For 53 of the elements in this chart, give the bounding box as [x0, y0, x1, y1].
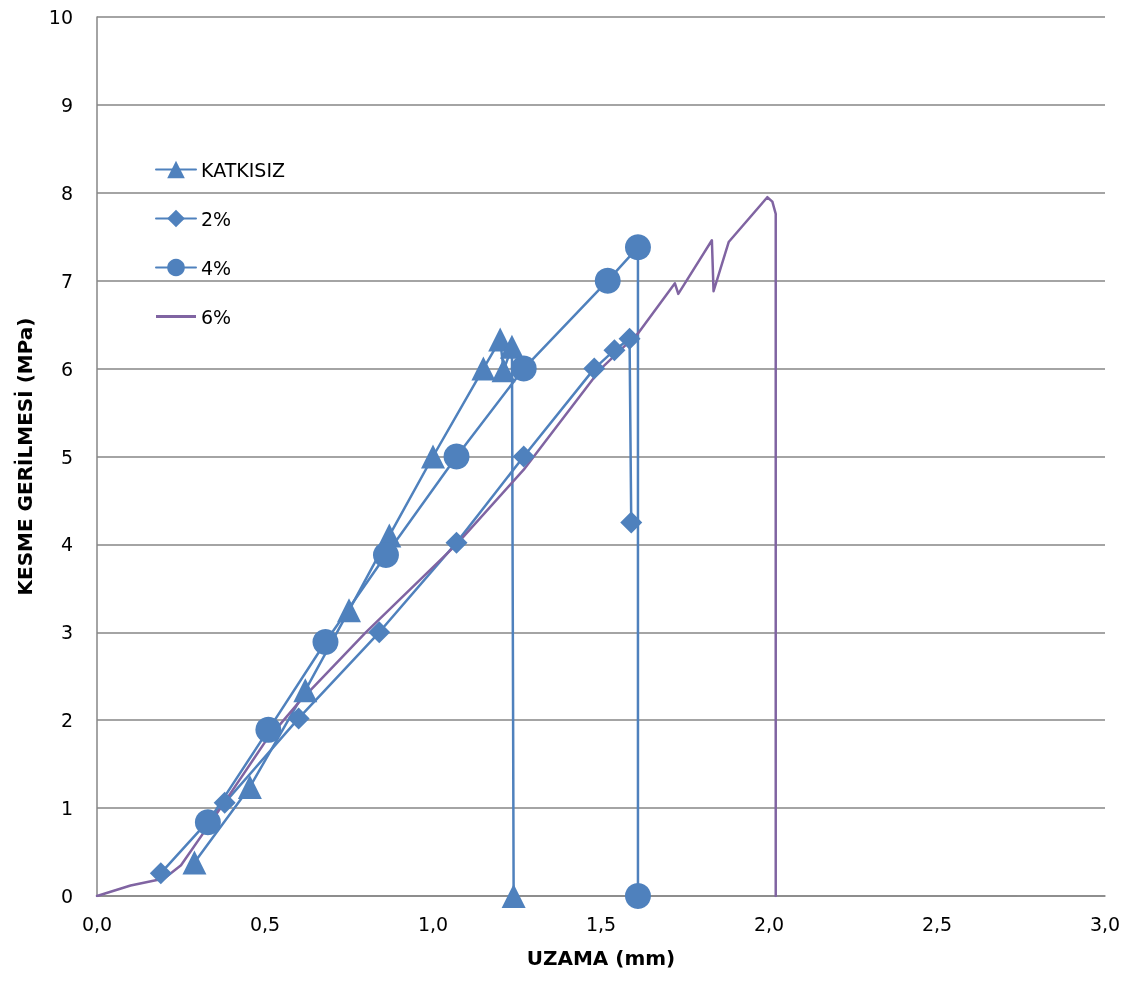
point — [287, 707, 310, 730]
point — [182, 850, 207, 875]
point — [213, 791, 236, 814]
point — [255, 716, 282, 743]
point — [471, 356, 496, 381]
x-tick-label: 1,5 — [585, 912, 617, 935]
point — [583, 357, 606, 380]
point — [337, 598, 361, 623]
x-tick-label: 0,0 — [81, 912, 113, 935]
point — [312, 628, 339, 655]
point — [421, 444, 445, 469]
point — [443, 443, 470, 470]
y-axis-title: KESME GERİLMESİ (MPa) — [13, 317, 37, 596]
y-tick-label: 2 — [60, 709, 73, 732]
x-tick-label: 2,0 — [753, 912, 785, 935]
point — [512, 445, 535, 468]
y-tick-label: 7 — [60, 269, 73, 292]
legend-label: 6% — [201, 305, 232, 328]
y-tick-label: 3 — [60, 621, 73, 644]
y-tick-label: 10 — [48, 6, 73, 28]
x-tick-label: 3,0 — [1089, 912, 1121, 935]
legend-label: KATKISIZ — [201, 158, 285, 181]
point — [368, 621, 391, 644]
x-axis-title: UZAMA (mm) — [526, 946, 676, 970]
legend-label: 2% — [201, 207, 232, 230]
point — [149, 862, 172, 885]
y-tick-label: 1 — [60, 797, 73, 820]
line-series — [95, 195, 777, 898]
legend-label: 4% — [201, 256, 232, 279]
point — [194, 809, 221, 836]
point — [624, 883, 651, 909]
point — [620, 511, 643, 534]
point — [237, 775, 262, 799]
x-tick-label: 1,0 — [417, 912, 449, 935]
y-tick-label: 8 — [60, 181, 73, 204]
point — [293, 678, 318, 703]
point — [618, 327, 641, 350]
point — [372, 541, 399, 568]
x-tick-label: 2,5 — [921, 912, 953, 935]
y-tick-label: 5 — [60, 445, 73, 468]
x-tick-label: 0,5 — [249, 912, 281, 935]
point — [445, 531, 468, 554]
point — [594, 267, 621, 294]
point — [499, 334, 524, 359]
point — [603, 339, 626, 362]
point — [501, 884, 526, 908]
y-tick-label: 0 — [60, 885, 73, 907]
point — [624, 234, 651, 261]
y-tick-label: 9 — [60, 93, 73, 116]
y-tick-label: 6 — [60, 357, 73, 380]
point — [491, 358, 516, 383]
y-tick-label: 4 — [60, 533, 73, 556]
point — [510, 355, 537, 382]
